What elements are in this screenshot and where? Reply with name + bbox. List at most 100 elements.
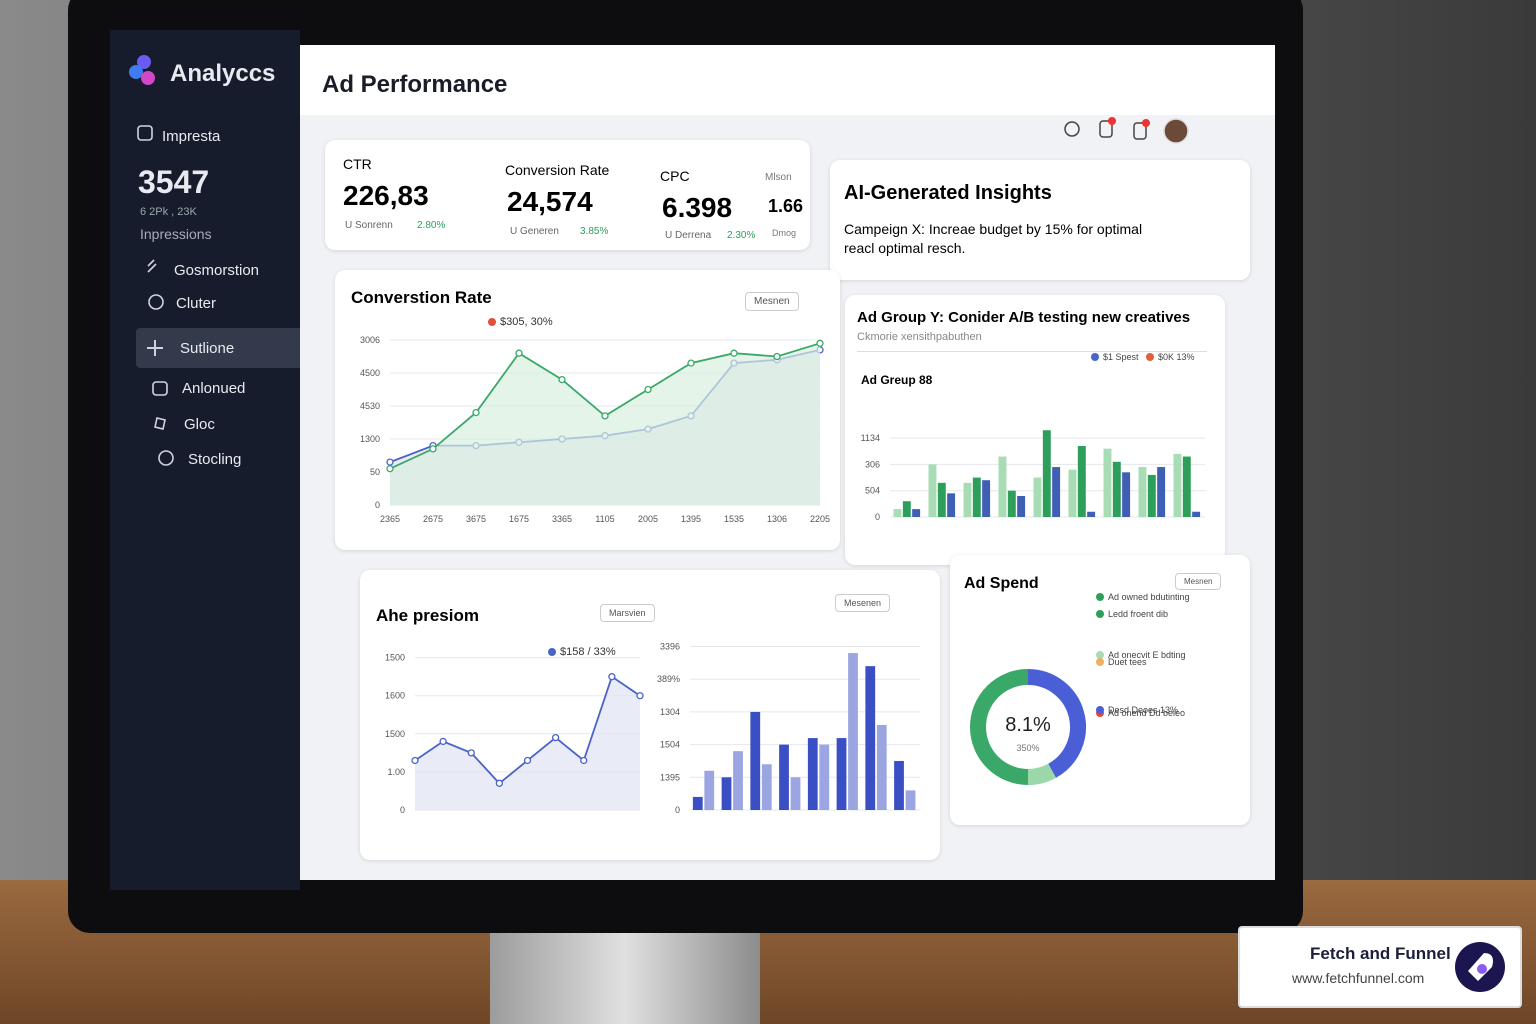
- x-tick-label: 2205: [810, 514, 830, 524]
- y-tick-label: 0: [375, 500, 380, 510]
- logo: [128, 52, 160, 88]
- bar: [1078, 446, 1086, 517]
- bar: [693, 797, 703, 810]
- legend-label: Desd Deoes 13%: [1108, 705, 1178, 715]
- legend-swatch: [1091, 353, 1099, 361]
- y-tick-label: 504: [865, 486, 880, 496]
- menu-item[interactable]: Gosmorstion: [174, 262, 259, 279]
- header-icons[interactable]: [1060, 115, 1200, 151]
- chart: 01.00150016001500$158 / 33%: [360, 570, 650, 860]
- point: [731, 350, 737, 356]
- menu-item[interactable]: Anlonued: [182, 380, 245, 397]
- kpi-label: CTR: [343, 156, 372, 172]
- x-tick-label: 3365: [552, 514, 572, 524]
- x-tick-label: 2365: [380, 514, 400, 524]
- bar: [808, 738, 818, 810]
- kpi-label: Conversion Rate: [505, 162, 609, 178]
- bar: [733, 751, 743, 810]
- menu-item[interactable]: Cluter: [176, 295, 216, 312]
- y-tick-label: 1134: [861, 433, 880, 443]
- bar: [964, 483, 972, 517]
- point: [412, 757, 418, 763]
- sidebar: Analyccs Impresta 3547 6 2Pk , 23K Inpre…: [110, 30, 300, 890]
- point: [387, 466, 393, 472]
- point: [609, 674, 615, 680]
- y-tick-label: 1395: [660, 772, 680, 782]
- chart: 0501300453045003006236526753675167533651…: [335, 270, 840, 550]
- point: [688, 360, 694, 366]
- kpi-side-note: Dmog: [772, 228, 796, 238]
- legend-swatch: [1096, 610, 1104, 618]
- y-tick-label: 1504: [660, 740, 680, 750]
- kpi-value: 24,574: [507, 186, 593, 218]
- bar: [1104, 449, 1112, 517]
- legend-swatch: [1096, 706, 1104, 714]
- y-tick-label: 306: [865, 459, 880, 469]
- point: [525, 757, 531, 763]
- x-tick-label: 2005: [638, 514, 658, 524]
- kpi-note: U Generen: [510, 226, 559, 237]
- y-tick-label: 1500: [385, 653, 405, 663]
- bar: [1174, 454, 1182, 517]
- x-tick-label: 1675: [509, 514, 529, 524]
- point: [559, 377, 565, 383]
- bar: [1192, 512, 1200, 517]
- legend-swatch: [1146, 353, 1154, 361]
- bar: [791, 777, 801, 810]
- y-tick-label: 1500: [385, 729, 405, 739]
- point: [602, 413, 608, 419]
- x-tick-label: 1306: [767, 514, 787, 524]
- insights-card: AI-Generated Insights Campeign X: Increa…: [830, 160, 1250, 280]
- kpi-change: 2.80%: [417, 220, 445, 231]
- legend-swatch: [1096, 658, 1104, 666]
- kpi-side-label: Mlson: [765, 172, 792, 183]
- bar: [1087, 512, 1095, 517]
- annotation-dot: [488, 318, 496, 326]
- point: [440, 738, 446, 744]
- point: [496, 780, 502, 786]
- menu-item[interactable]: Gloc: [184, 416, 215, 433]
- kpi-change: 2.30%: [727, 230, 755, 241]
- badge[interactable]: Fetch and Funnel www.fetchfunnel.com: [1238, 926, 1522, 1008]
- menu-item[interactable]: Sutlione: [180, 340, 234, 357]
- kpi-side-value: 1.66: [768, 196, 803, 217]
- x-tick-label: 1105: [595, 514, 614, 524]
- menu-item[interactable]: Stocling: [188, 451, 241, 468]
- bar: [1122, 472, 1130, 517]
- legend-swatch: [1096, 651, 1104, 659]
- y-tick-label: 0: [400, 805, 405, 815]
- donut-segment: [1028, 771, 1052, 777]
- bar: [1043, 430, 1051, 517]
- page-title: Ad Performance: [322, 71, 507, 99]
- legend-label: $0K 13%: [1158, 352, 1195, 362]
- bar: [929, 464, 937, 517]
- bar: [1017, 496, 1025, 517]
- kpi-change: 3.85%: [580, 226, 608, 237]
- kpi-note: U Sonrenn: [345, 220, 393, 231]
- chart: 0139515041304389%3396: [650, 570, 940, 860]
- legend-label: Duet tees: [1108, 657, 1147, 667]
- badge-name: Fetch and Funnel: [1310, 944, 1451, 964]
- bar: [819, 745, 829, 810]
- y-tick-label: 1.00: [387, 767, 405, 777]
- donut-sub: 350%: [1016, 743, 1039, 753]
- bar: [973, 478, 981, 517]
- legend-label: Ledd froent dib: [1108, 609, 1168, 619]
- y-tick-label: 0: [675, 805, 680, 815]
- bar: [903, 501, 911, 517]
- bar: [762, 764, 772, 810]
- donut-center: 8.1%: [1005, 714, 1051, 736]
- chart-card: Ad Group Y: Conider A/B testing new crea…: [845, 295, 1225, 565]
- chart-card: Ahe presiom Marsvien Mesenen 01.00150016…: [360, 570, 940, 860]
- point: [637, 693, 643, 699]
- bar: [1008, 491, 1016, 517]
- bar: [750, 712, 760, 810]
- bar: [894, 761, 904, 810]
- bar: [1034, 478, 1042, 517]
- x-tick-label: 1395: [681, 514, 701, 524]
- insights-text: Campeign X: Increae budget by 15% for op…: [844, 220, 1164, 258]
- y-tick-label: 1304: [660, 707, 680, 717]
- x-tick-label: 3675: [466, 514, 486, 524]
- bar: [1113, 462, 1121, 517]
